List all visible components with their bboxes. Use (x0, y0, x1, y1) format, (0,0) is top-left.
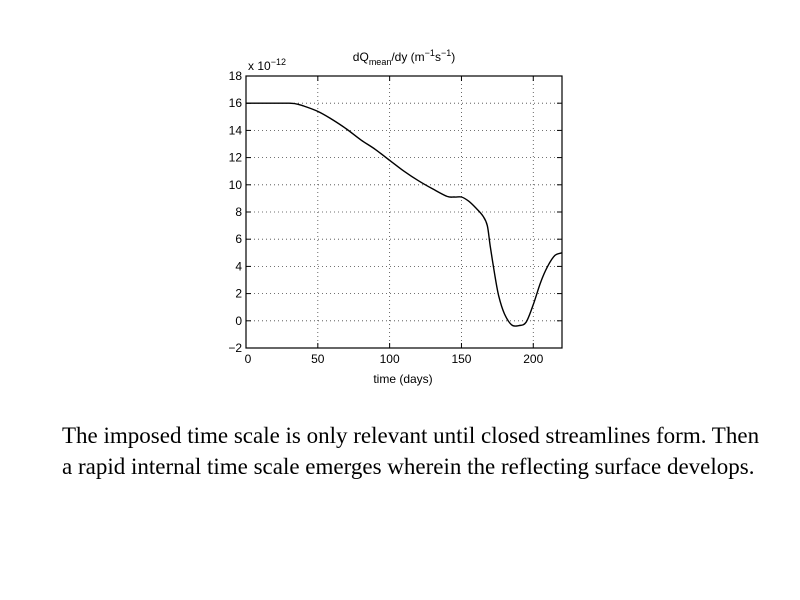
y-tick-label: 4 (235, 259, 242, 273)
y-tick-label: 10 (229, 178, 243, 192)
y-multiplier: x 10−12 (248, 57, 286, 73)
x-tick-label: 0 (245, 352, 252, 366)
y-tick-label: 14 (229, 123, 243, 137)
y-tick-label: 18 (229, 69, 243, 83)
caption-text: The imposed time scale is only relevant … (62, 423, 760, 479)
x-tick-label: 150 (451, 352, 471, 366)
y-tick-label: −2 (228, 341, 242, 355)
y-tick-label: 6 (235, 232, 242, 246)
grid (246, 76, 562, 348)
y-tick-label: 12 (229, 151, 243, 165)
series-line (245, 102, 563, 327)
y-tick-label: 16 (229, 96, 243, 110)
x-tick-label: 50 (311, 352, 325, 366)
x-tick-label: 100 (380, 352, 400, 366)
plot-frame (245, 75, 563, 349)
x-axis-label: time (days) (373, 372, 432, 386)
y-tick-label: 2 (235, 287, 242, 301)
y-tick-label: 0 (235, 314, 242, 328)
chart-title: dQmean/dy (m−1s−1) (353, 48, 455, 67)
x-tick-label: 200 (523, 352, 543, 366)
y-tick-label: 8 (235, 205, 242, 219)
chart: dQmean/dy (m−1s−1) x 10−12 0 50 100 150 2001… (228, 48, 563, 386)
